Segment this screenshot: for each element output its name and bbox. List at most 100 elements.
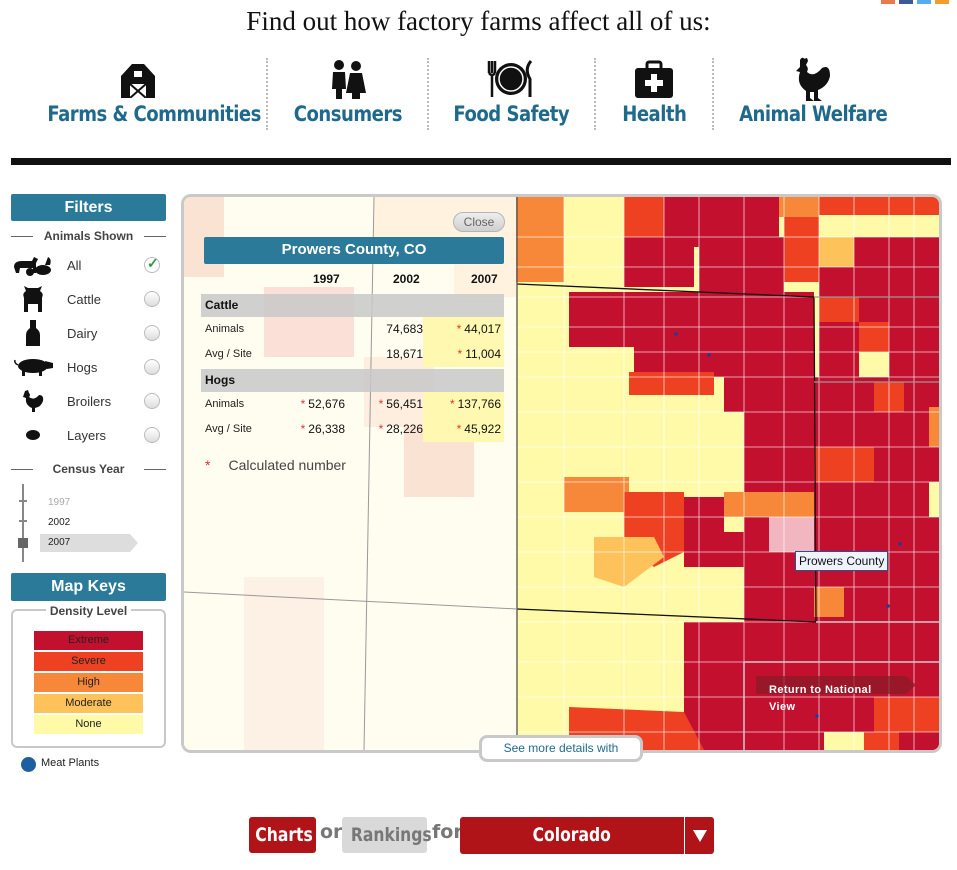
state-select-value: Colorado	[532, 824, 612, 846]
nav-divider	[427, 58, 429, 130]
meat-plant-marker-icon	[21, 757, 36, 772]
legend-none: None	[34, 715, 143, 734]
census-year-title: Census Year	[11, 462, 166, 476]
value-cell: 74,683	[386, 322, 423, 336]
county-tooltip: Prowers County	[795, 551, 889, 571]
for-text: for	[432, 821, 463, 843]
value-cell: * 45,922	[456, 422, 501, 436]
farm-animals-icon	[11, 250, 55, 280]
charts-button[interactable]: Charts	[249, 817, 316, 853]
nav-divider	[712, 58, 714, 130]
nav-divider	[266, 58, 268, 130]
nav-animal-welfare[interactable]: Animal Welfare	[727, 56, 897, 132]
row-label: Animals	[205, 323, 245, 335]
chicken-icon	[11, 386, 55, 416]
nav-farms-communities[interactable]: Farms & Communities	[30, 56, 261, 132]
animal-label: Broilers	[67, 394, 112, 409]
rooster-icon	[727, 56, 897, 102]
share-icon[interactable]	[881, 0, 895, 4]
return-to-national-button[interactable]: Return to National View	[756, 676, 916, 713]
value-cell: * 44,017	[456, 322, 501, 336]
year-track	[22, 484, 24, 562]
hogs-radio[interactable]	[144, 359, 160, 375]
value-cell: * 26,338	[300, 422, 345, 436]
animal-filter-cattle[interactable]: Cattle	[11, 284, 166, 314]
col-2002: 2002	[393, 272, 420, 286]
bottom-controls: Charts or Rankings for Colorado	[0, 817, 957, 854]
chevron-down-icon[interactable]	[684, 817, 714, 854]
highlight-2007	[423, 392, 504, 442]
medical-kit-icon	[608, 56, 700, 102]
rss-icon[interactable]	[935, 0, 949, 4]
year-option-2002[interactable]: 2002	[48, 517, 71, 528]
nav-label: Farms & Communities	[47, 102, 261, 126]
row-label: Avg / Site	[205, 423, 252, 435]
cow-icon	[11, 284, 55, 314]
year-option-1997[interactable]: 1997	[48, 497, 71, 508]
value-cell: * 52,676	[300, 397, 345, 411]
pig-icon	[11, 352, 55, 382]
legend-moderate: Moderate	[34, 694, 143, 713]
or-text: or	[320, 821, 343, 843]
legend-extreme: Extreme	[34, 631, 143, 650]
value-cell: * 56,451	[378, 397, 423, 411]
year-option-2007[interactable]: 2007	[48, 537, 71, 548]
animal-filter-broilers[interactable]: Broilers	[11, 386, 166, 416]
legend-high: High	[34, 673, 143, 692]
nav-label: Consumers	[293, 102, 403, 126]
census-year-slider[interactable]: 1997 2002 2007	[16, 484, 166, 564]
legend-severe: Severe	[34, 652, 143, 671]
nav-label: Food Safety	[453, 102, 569, 126]
year-tick	[19, 520, 27, 522]
nav-food-safety[interactable]: Food Safety	[442, 56, 580, 132]
return-label: Return to National View	[769, 684, 872, 713]
state-select[interactable]: Colorado	[460, 817, 714, 854]
county-map[interactable]: Prowers County Return to National View C…	[181, 194, 942, 753]
close-button[interactable]: Close	[453, 212, 505, 232]
animals-shown-title: Animals Shown	[11, 229, 166, 243]
animal-label: Layers	[67, 428, 107, 443]
share-icons[interactable]	[881, 0, 949, 4]
dairy-radio[interactable]	[144, 325, 160, 341]
animal-filter-all[interactable]: All ✓	[11, 250, 166, 280]
row-label: Animals	[205, 398, 245, 410]
animal-filter-layers[interactable]: Layers	[11, 420, 166, 450]
animal-filter-hogs[interactable]: Hogs	[11, 352, 166, 382]
nav-label: Health	[621, 102, 687, 126]
density-level-text: Density Level	[45, 604, 132, 618]
section-hogs: Hogs	[201, 369, 504, 392]
nav-label: Animal Welfare	[739, 102, 888, 126]
nav-consumers[interactable]: Consumers	[282, 56, 414, 132]
barn-icon	[30, 56, 246, 102]
rankings-button[interactable]: Rankings	[342, 817, 432, 853]
filters-title: Filters	[11, 194, 166, 221]
broilers-radio[interactable]	[144, 393, 160, 409]
year-tick	[19, 500, 27, 502]
popup-title: Prowers County, CO	[204, 237, 504, 264]
animal-filter-dairy[interactable]: Dairy	[11, 318, 166, 348]
layers-radio[interactable]	[144, 427, 160, 443]
map-keys-title: Map Keys	[11, 573, 166, 601]
animal-label: Dairy	[67, 326, 98, 341]
see-more-details-tab[interactable]: See more details with	[479, 735, 643, 762]
cattle-radio[interactable]	[144, 291, 160, 307]
header-rule	[11, 158, 951, 165]
highlight-2007	[423, 317, 504, 367]
year-handle[interactable]	[18, 538, 28, 548]
animal-label: All	[67, 258, 82, 273]
topic-nav: Farms & Communities Consumers Food Safet…	[0, 56, 957, 132]
arrow-shape-icon	[756, 676, 916, 694]
value-cell: * 137,766	[449, 397, 501, 411]
milk-bottle-icon	[11, 318, 55, 348]
plate-icon	[442, 56, 580, 102]
row-label: Avg / Site	[205, 348, 252, 360]
nav-health[interactable]: Health	[608, 56, 700, 132]
twitter-icon[interactable]	[917, 0, 931, 4]
check-icon: ✓	[147, 255, 159, 271]
map-canvas[interactable]	[184, 197, 939, 750]
all-radio[interactable]: ✓	[144, 255, 160, 273]
selected-year-highlight	[40, 534, 138, 552]
facebook-icon[interactable]	[899, 0, 913, 4]
animal-label: Cattle	[67, 292, 101, 307]
